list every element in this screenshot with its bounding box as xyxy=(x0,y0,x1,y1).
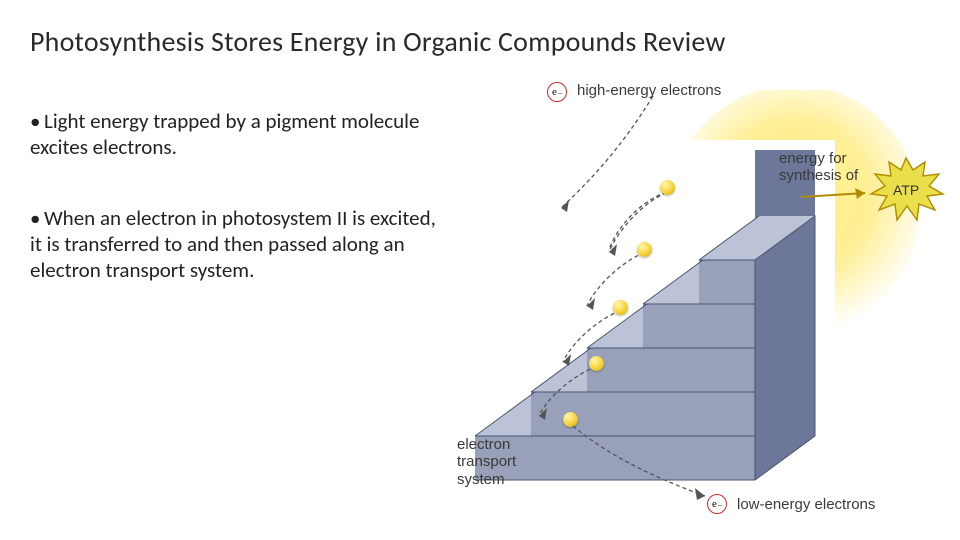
electron-icon xyxy=(589,356,604,371)
ets-label-line: system xyxy=(457,471,516,488)
high-energy-label: high-energy electrons xyxy=(577,82,721,99)
electron-symbol: e xyxy=(712,498,717,510)
bullet-text: When an electron in photosystem II is ex… xyxy=(30,205,436,284)
bullet-item: •Light energy trapped by a pigment molec… xyxy=(30,108,440,161)
electron-superscript: – xyxy=(558,88,562,97)
bullet-item: •When an electron in photosystem II is e… xyxy=(30,205,440,284)
electron-icon xyxy=(613,300,628,315)
atp-label: ATP xyxy=(893,182,919,198)
ets-label-line: electron xyxy=(457,436,516,453)
high-energy-electron-badge: e– xyxy=(547,82,567,102)
bullet-text: Light energy trapped by a pigment molecu… xyxy=(30,108,419,160)
low-energy-electron-badge: e– xyxy=(707,494,727,514)
low-energy-label: low-energy electrons xyxy=(737,496,875,513)
energy-for-line: energy for xyxy=(779,150,858,167)
electron-symbol: e xyxy=(552,86,557,98)
bullet-list: •Light energy trapped by a pigment molec… xyxy=(30,108,440,327)
electron-superscript: – xyxy=(718,500,722,509)
energy-for-label: energy for synthesis of xyxy=(779,150,858,185)
energy-for-line: synthesis of xyxy=(779,167,858,184)
ets-label: electron transport system xyxy=(457,436,516,488)
page-title: Photosynthesis Stores Energy in Organic … xyxy=(30,24,726,59)
electron-icon xyxy=(660,180,675,195)
electron-icon xyxy=(637,242,652,257)
ets-label-line: transport xyxy=(457,453,516,470)
electron-transport-diagram: e– e– high-energy electrons low-energy e… xyxy=(455,80,955,530)
